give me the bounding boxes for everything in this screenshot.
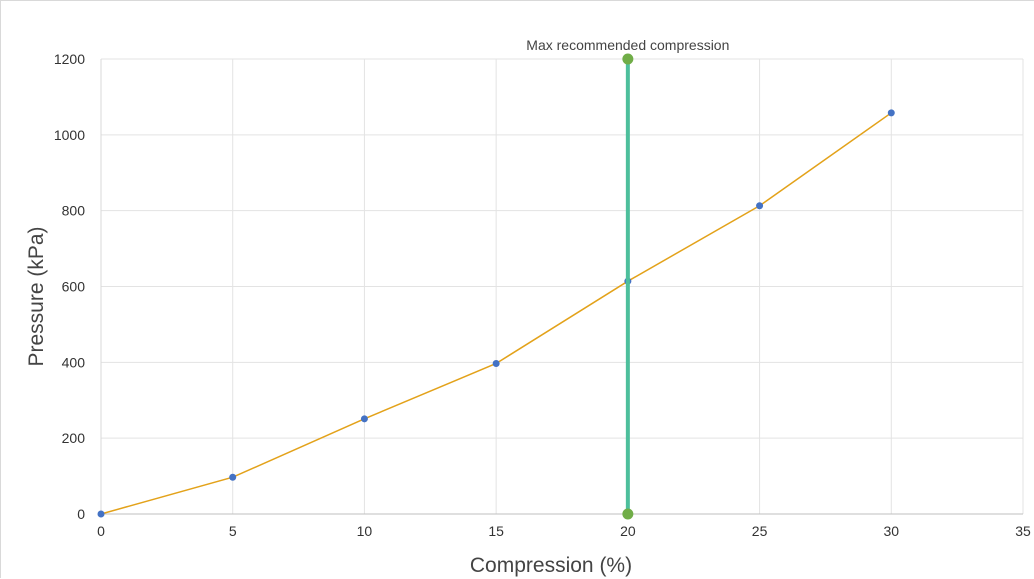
- y-axis-title: Pressure (kPa): [25, 226, 48, 366]
- axes: [100, 59, 1023, 515]
- x-axis-title: Compression (%): [470, 554, 632, 577]
- reference-line-marker: [622, 508, 634, 520]
- y-tick-label: 1200: [54, 51, 85, 67]
- y-tick-label: 200: [62, 430, 86, 446]
- x-tick-label: 30: [883, 523, 899, 539]
- x-tick-label: 15: [488, 523, 504, 539]
- y-tick-label: 1000: [54, 127, 85, 143]
- data-point: [229, 473, 237, 481]
- reference-line-marker: [622, 53, 634, 65]
- reference-line-layer: [622, 53, 634, 520]
- x-tick-label: 25: [752, 523, 768, 539]
- y-tick-label: 600: [62, 279, 86, 295]
- y-tick-label: 0: [77, 506, 85, 522]
- grid: [101, 58, 1024, 514]
- data-point: [360, 415, 368, 423]
- y-tick-label: 800: [62, 203, 86, 219]
- data-point: [887, 109, 895, 117]
- reference-line-label: Max recommended compression: [526, 37, 729, 53]
- x-tick-label: 20: [620, 523, 636, 539]
- x-tick-label: 10: [357, 523, 373, 539]
- data-point: [97, 510, 105, 518]
- x-tick-label: 35: [1015, 523, 1031, 539]
- y-tick-label: 400: [62, 354, 86, 370]
- data-point: [492, 359, 500, 367]
- x-tick-label: 0: [97, 523, 105, 539]
- labels-layer: 0 5 10 15 20 25 30 35 0 200 400 600 800 1000 1200 Compr…: [25, 37, 1031, 577]
- x-tick-label: 5: [229, 523, 237, 539]
- data-point: [756, 202, 764, 210]
